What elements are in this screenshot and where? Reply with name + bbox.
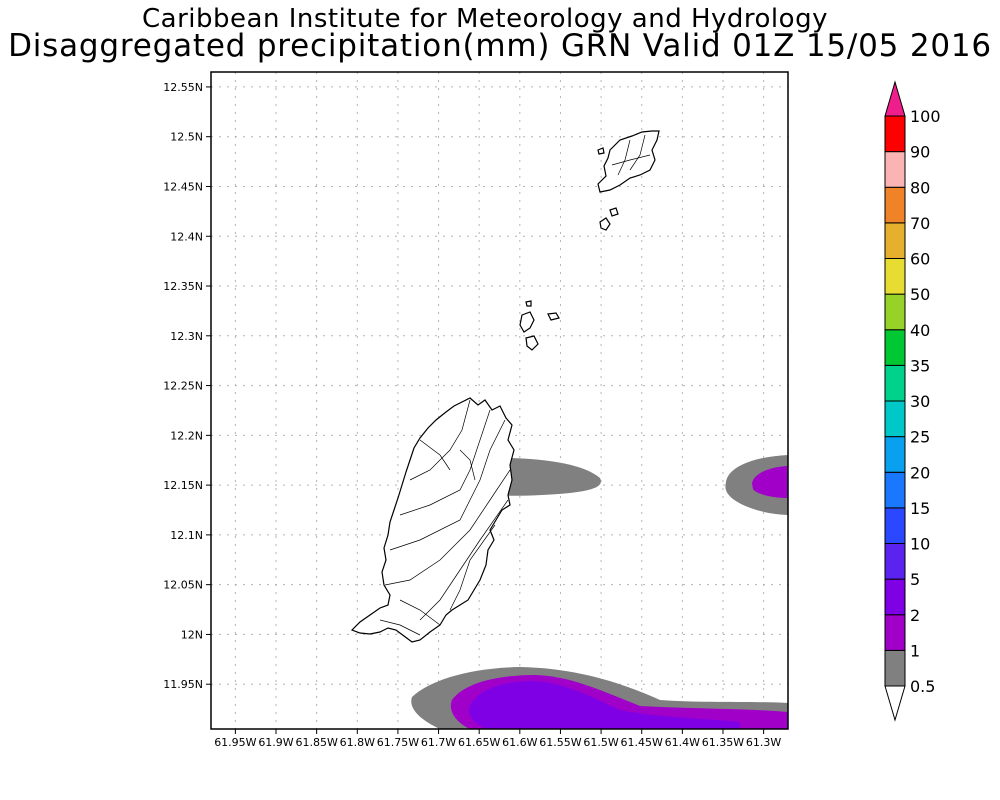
lon-tick-label: 61.3W [746,736,781,749]
colorbar-label: 100 [910,107,941,126]
colorbar-label: 0.5 [910,677,935,696]
colorbar-label: 50 [910,285,930,304]
longitude-ticks: 61.95W 61.9W 61.85W 61.8W 61.75W 61.7W 61.65W 6… [214,729,781,749]
colorbar-swatch [884,649,906,687]
lat-tick-label: 12.25N [163,380,203,393]
colorbar-swatch [884,364,906,402]
colorbar-label: 35 [910,356,930,375]
lat-tick-label: 12.3N [170,330,203,343]
lon-tick-label: 61.4W [665,736,700,749]
lat-tick-label: 12.55N [163,81,203,94]
lon-tick-label: 61.5W [583,736,618,749]
lon-tick-label: 61.9W [258,736,293,749]
colorbar-label: 70 [910,214,930,233]
islet-1 [609,207,619,217]
colorbar-label: 25 [910,428,930,447]
title-line-2: Disaggregated precipitation(mm) GRN Vali… [8,28,992,64]
internal-boundaries [379,134,651,636]
colorbar-label: 30 [910,392,930,411]
colorbar-swatch [884,293,906,331]
lat-tick-label: 11.95N [163,678,203,691]
colorbar-swatch [884,329,906,366]
lat-tick-label: 12N [181,628,203,641]
precip-contour-south-2 [468,681,740,729]
islet-5 [525,300,532,307]
colorbar-label: 90 [910,143,930,162]
lon-tick-label: 61.75W [377,736,419,749]
colorbar-swatch [884,222,906,259]
colorbar-swatch [884,471,906,509]
lat-tick-label: 12.5N [170,131,203,144]
petite-martinique-island [599,217,611,231]
colorbar-swatch [884,543,906,580]
colorbar-label: 40 [910,321,930,340]
colorbar-label: 20 [910,463,930,482]
lon-tick-label: 61.55W [539,736,581,749]
colorbar-label: 60 [910,250,930,269]
lon-tick-label: 61.8W [340,736,375,749]
colorbar-label: 80 [910,178,930,197]
colorbar-swatch [884,507,906,544]
lon-tick-label: 61.65W [458,736,500,749]
lat-tick-label: 12.45N [163,180,203,193]
colorbar-label: 2 [910,606,920,625]
latitude-ticks: 12.55N 12.5N 12.45N 12.4N 12.35N 12.3N 12.25N 1… [163,81,211,691]
lon-tick-label: 61.6W [502,736,537,749]
colorbar-top-arrow [884,80,906,117]
colorbar-swatch [884,400,906,438]
lon-tick-label: 61.7W [421,736,456,749]
lat-tick-label: 12.15N [163,479,203,492]
grid-lines [211,72,788,729]
colorbar-label: 1 [910,641,920,660]
ronde-island [519,311,535,333]
lon-tick-label: 61.85W [295,736,337,749]
islet-4 [547,312,560,321]
colorbar-swatch [884,578,906,616]
title-line-1: Caribbean Institute for Meteorology and … [142,4,828,34]
lon-tick-label: 61.95W [214,736,256,749]
grenada-island [350,397,515,643]
colorbar-label: 10 [910,535,930,554]
colorbar-swatch [884,258,906,295]
lat-tick-label: 12.1N [170,529,203,542]
lon-tick-label: 61.45W [621,736,663,749]
islet-2 [597,147,605,155]
plot-frame [210,71,789,730]
colorbar-swatch [884,614,906,651]
islet-3 [525,335,539,351]
colorbar-bottom-arrow [884,685,906,722]
colorbar-swatch [884,436,906,473]
colorbar-swatch [884,186,906,224]
lat-tick-label: 12.05N [163,579,203,592]
precip-contour-east-1 [752,466,788,498]
island-outlines [350,130,660,643]
colorbar-swatch [884,115,906,153]
lon-tick-label: 61.35W [702,736,744,749]
colorbar-label: 15 [910,499,930,518]
lat-tick-label: 12.4N [170,230,203,243]
colorbar-swatch [884,151,906,188]
lat-tick-label: 12.2N [170,429,203,442]
colorbar-label: 5 [910,570,920,589]
lat-tick-label: 12.35N [163,280,203,293]
carriacou-island [597,130,660,193]
